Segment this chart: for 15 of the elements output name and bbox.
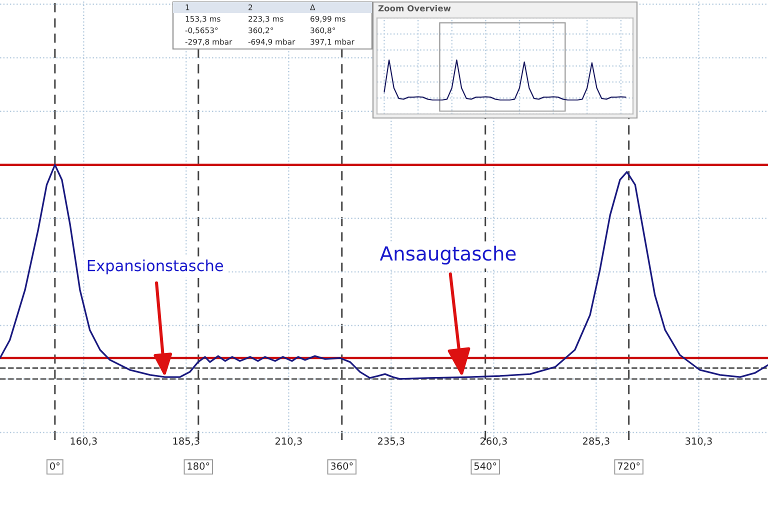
x-tick-label: 260,3 [480,437,507,446]
x2-tick-label: 360° [330,462,353,470]
x-tick-label: 185,3 [173,437,200,446]
chart-title: Zoom Overview [378,4,451,12]
x2-tick-label: 180° [188,462,210,470]
x-tick-label: 235,3 [378,437,404,446]
x-tick-label: 285,3 [582,437,610,446]
x2-tick-label: 540° [474,462,496,470]
annotation: Expansionstasche [88,259,224,274]
x-tick-label: 160,3 [70,437,97,446]
annotation: Ansaugtasche [380,246,516,265]
x2-tick-label: 0° [50,462,60,470]
x2-tick-label: 720° [618,462,640,470]
x-tick-label: 210,3 [275,437,302,446]
x-tick-label: 310,3 [686,437,712,446]
